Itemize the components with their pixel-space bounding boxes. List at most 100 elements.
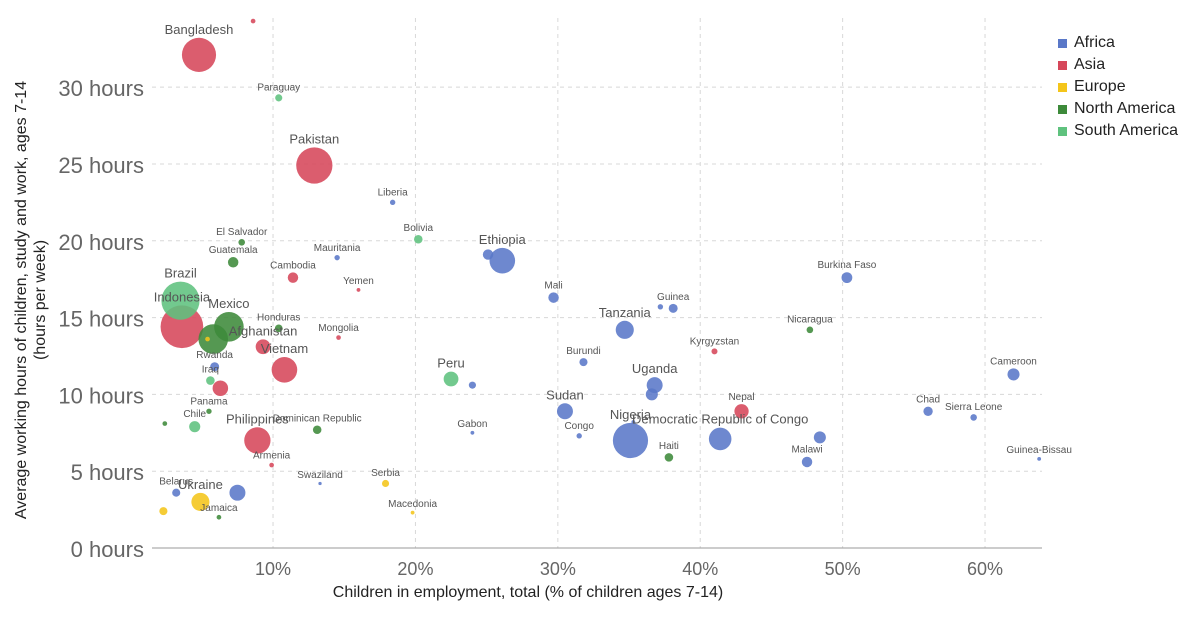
point-label: Guinea-Bissau <box>1006 445 1072 456</box>
data-point <box>275 94 283 102</box>
point-label: Peru <box>437 356 464 371</box>
point-label: Pakistan <box>289 131 339 146</box>
data-point <box>159 507 168 516</box>
data-point <box>229 484 246 501</box>
legend-item[interactable]: South America <box>1058 120 1178 142</box>
axes: 0 hours 5 hours 10 hours 15 hours 20 hours 25… <box>58 76 1042 579</box>
point-label: Guatemala <box>209 245 258 256</box>
data-point <box>1007 368 1020 381</box>
y-tick-label: 10 hours <box>58 383 144 408</box>
data-point <box>255 339 271 355</box>
point-label: Congo <box>564 421 594 432</box>
data-point <box>381 479 390 488</box>
point-label: El Salvador <box>216 227 268 238</box>
point-label: Gabon <box>457 419 487 430</box>
data-point <box>206 376 215 385</box>
point-label: Cameroon <box>990 356 1037 367</box>
point-label: Burundi <box>566 346 600 357</box>
legend-item[interactable]: Africa <box>1058 32 1178 54</box>
data-point <box>205 336 210 342</box>
point-label: Chile <box>183 409 206 420</box>
point-label: Afghanistan <box>229 323 298 338</box>
y-tick-label: 15 hours <box>58 307 144 332</box>
data-point <box>631 420 636 424</box>
data-point <box>645 388 658 401</box>
point-label: Swaziland <box>297 470 343 481</box>
legend-swatch <box>1058 104 1067 114</box>
point-labels: Bangladesh Paraguay Pakistan Liberia Bolivia… <box>154 22 1072 514</box>
point-label: Rwanda <box>196 350 233 361</box>
point-label: Brazil <box>164 266 197 281</box>
data-point <box>238 238 246 246</box>
x-tick-label: 50% <box>825 559 861 579</box>
data-point <box>250 18 256 24</box>
data-point <box>212 380 229 396</box>
point-label: Sierra Leone <box>945 402 1003 413</box>
point-label: Bolivia <box>404 223 434 234</box>
point-label: Nepal <box>728 392 754 403</box>
point-label: Tanzania <box>599 305 652 320</box>
point-label: Vietnam <box>261 341 308 356</box>
data-point <box>556 403 573 420</box>
data-point <box>161 281 200 320</box>
data-point <box>813 431 826 444</box>
y-tick-label: 30 hours <box>58 76 144 101</box>
legend-item[interactable]: North America <box>1058 98 1178 120</box>
x-tick-label: 40% <box>682 559 718 579</box>
data-point <box>410 510 415 515</box>
legend-item[interactable]: Asia <box>1058 54 1178 76</box>
data-point <box>356 288 361 292</box>
data-point <box>181 37 217 72</box>
point-label: Iraq <box>202 364 219 375</box>
point-label: Democratic Republic of Congo <box>632 412 808 427</box>
point-label: Jamaica <box>200 503 238 514</box>
point-label: Indonesia <box>154 289 211 304</box>
x-axis-title: Children in employment, total (% of chil… <box>333 584 723 601</box>
point-label: Malawi <box>791 445 822 456</box>
point-label: Uganda <box>632 361 678 376</box>
data-point <box>334 254 340 261</box>
point-label: Mexico <box>208 296 249 311</box>
point-label: Dominican Republic <box>273 413 362 424</box>
point-label: Burkina Faso <box>817 260 876 271</box>
legend-label: Asia <box>1074 56 1106 73</box>
data-point <box>615 320 634 339</box>
legend: Africa Asia Europe North America South Ameri… <box>1058 32 1178 142</box>
point-label: Ukraine <box>178 477 223 492</box>
data-point <box>970 414 977 421</box>
data-point <box>206 408 212 414</box>
data-point <box>443 371 459 387</box>
point-label: Nigeria <box>610 407 652 422</box>
point-label: Liberia <box>378 188 408 199</box>
data-point <box>664 453 674 462</box>
legend-item[interactable]: Europe <box>1058 76 1178 98</box>
point-label: Macedonia <box>388 499 437 510</box>
data-point <box>801 456 813 468</box>
point-label: Mauritania <box>314 243 361 254</box>
point-label: Ethiopia <box>479 232 527 247</box>
y-tick-label: 0 hours <box>71 537 144 562</box>
data-point <box>172 488 181 497</box>
data-point <box>470 430 475 435</box>
data-point <box>312 425 322 434</box>
legend-label: Europe <box>1074 78 1126 95</box>
data-point <box>734 404 749 419</box>
data-point <box>923 406 933 416</box>
point-label: Chad <box>916 395 940 406</box>
point-label: Bangladesh <box>165 22 234 37</box>
data-point <box>579 358 588 367</box>
data-point <box>227 257 239 268</box>
legend-label: South America <box>1074 122 1179 139</box>
point-label: Panama <box>190 397 228 408</box>
x-tick-label: 30% <box>540 559 576 579</box>
point-label: Armenia <box>253 451 291 462</box>
data-point <box>271 356 298 383</box>
data-point <box>414 234 423 244</box>
point-label: Cambodia <box>270 260 316 271</box>
data-point <box>318 481 322 486</box>
point-label: Mali <box>544 280 562 291</box>
data-point <box>668 303 678 313</box>
point-label: Guinea <box>657 292 690 303</box>
data-point <box>711 348 718 355</box>
data-point <box>216 514 222 520</box>
